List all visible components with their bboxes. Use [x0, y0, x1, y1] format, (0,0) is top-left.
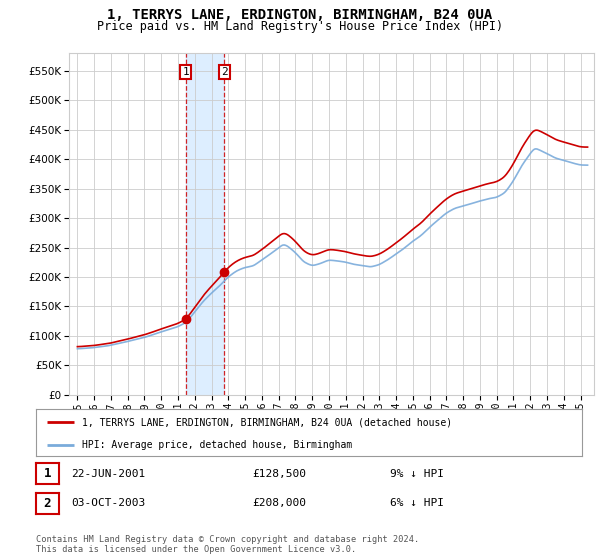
Bar — [186, 53, 224, 395]
Text: 2: 2 — [44, 497, 51, 510]
Text: Price paid vs. HM Land Registry's House Price Index (HPI): Price paid vs. HM Land Registry's House … — [97, 20, 503, 32]
Text: Contains HM Land Registry data © Crown copyright and database right 2024.
This d: Contains HM Land Registry data © Crown c… — [36, 535, 419, 554]
Text: 1: 1 — [44, 467, 51, 480]
Text: 2: 2 — [221, 67, 227, 77]
Text: 9% ↓ HPI: 9% ↓ HPI — [390, 469, 444, 479]
Text: 1, TERRYS LANE, ERDINGTON, BIRMINGHAM, B24 0UA: 1, TERRYS LANE, ERDINGTON, BIRMINGHAM, B… — [107, 8, 493, 22]
Text: 22-JUN-2001: 22-JUN-2001 — [71, 469, 145, 479]
Text: 6% ↓ HPI: 6% ↓ HPI — [390, 498, 444, 508]
Text: 03-OCT-2003: 03-OCT-2003 — [71, 498, 145, 508]
Text: HPI: Average price, detached house, Birmingham: HPI: Average price, detached house, Birm… — [82, 440, 353, 450]
Text: 1, TERRYS LANE, ERDINGTON, BIRMINGHAM, B24 0UA (detached house): 1, TERRYS LANE, ERDINGTON, BIRMINGHAM, B… — [82, 417, 452, 427]
Text: £208,000: £208,000 — [252, 498, 306, 508]
Text: 1: 1 — [182, 67, 189, 77]
Text: £128,500: £128,500 — [252, 469, 306, 479]
